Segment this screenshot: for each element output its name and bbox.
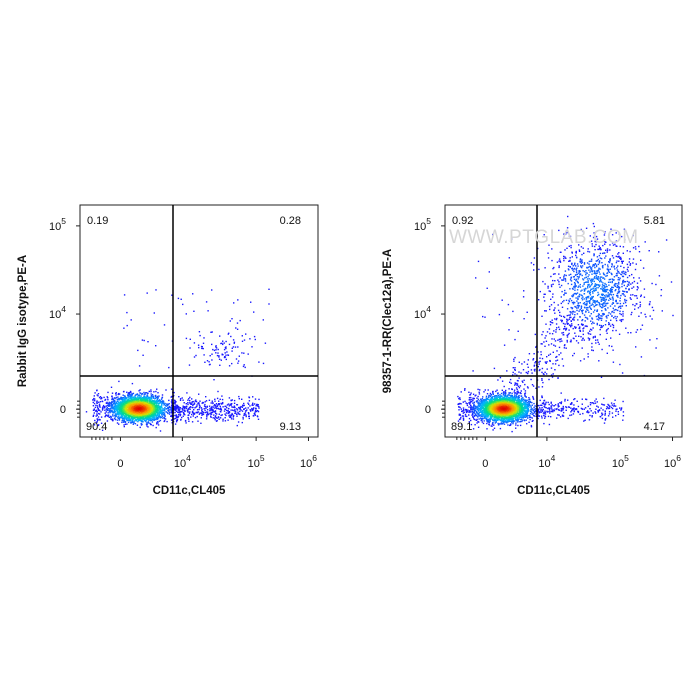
y-axis-title: Rabbit IgG isotype,PE-A	[17, 255, 29, 387]
plot-frame	[79, 204, 319, 438]
event-dots	[85, 288, 270, 432]
y-tick-label: 104	[49, 304, 66, 321]
y-tick-label: 105	[49, 216, 66, 233]
quadrant-upper-left-pct: 0.92	[452, 215, 473, 227]
y-axis-title: 98357-1-RR(Clec12a),PE-A	[382, 249, 394, 393]
x-tick-label: 104	[538, 453, 555, 470]
x-tick-label: 106	[300, 453, 317, 470]
y-tick-label: 0	[425, 404, 431, 416]
watermark: WWW.PTGLAB.COM	[449, 227, 639, 248]
x-tick-label: 0	[482, 458, 488, 470]
plot-panel-clec12a: 0.92 5.81 89.1 4.17 0 104 105 0 104 105 106 CD11c,C…	[382, 204, 683, 497]
plot-panel-isotype: 0.19 0.28 90.4 9.13 0 104 105 0 104 105 106 CD11c,C…	[17, 204, 319, 497]
x-tick-label: 106	[664, 453, 681, 470]
y-tick-label: 104	[414, 304, 431, 321]
y-tick-label: 105	[414, 216, 431, 233]
quadrant-lower-left-pct: 89.1	[451, 421, 472, 433]
event-dots	[457, 215, 674, 433]
x-tick-label: 105	[248, 453, 265, 470]
x-tick-label: 0	[117, 458, 123, 470]
y-tick-label: 0	[60, 404, 66, 416]
quadrant-upper-right-pct: 0.28	[280, 215, 301, 227]
x-axis-title: CD11c,CL405	[153, 485, 226, 497]
x-axis-title: CD11c,CL405	[517, 485, 590, 497]
plot-frame	[444, 204, 683, 438]
x-tick-label: 105	[612, 453, 629, 470]
quadrant-lower-left-pct: 90.4	[86, 421, 107, 433]
quadrant-lower-right-pct: 9.13	[280, 421, 301, 433]
quadrant-upper-left-pct: 0.19	[87, 215, 108, 227]
x-tick-label: 104	[174, 453, 191, 470]
quadrant-upper-right-pct: 5.81	[644, 215, 665, 227]
quadrant-lower-right-pct: 4.17	[644, 421, 665, 433]
